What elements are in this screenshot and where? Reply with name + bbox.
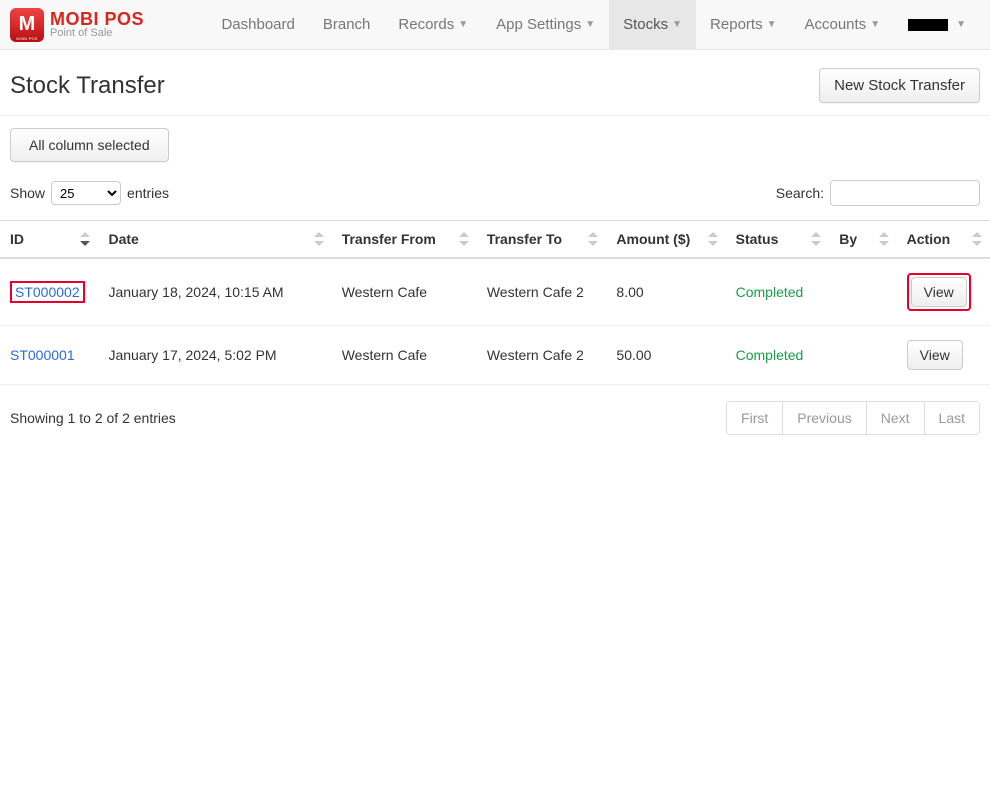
caret-down-icon: ▼ xyxy=(585,19,595,30)
col-label: Amount ($) xyxy=(616,231,690,247)
table-controls: Show 25 entries Search: xyxy=(0,170,990,216)
col-label: Transfer To xyxy=(487,231,562,247)
table-info: Showing 1 to 2 of 2 entries xyxy=(10,410,176,426)
page-header: Stock Transfer New Stock Transfer xyxy=(0,50,990,116)
col-label: ID xyxy=(10,231,24,247)
nav-label: Records xyxy=(398,16,454,33)
page-title: Stock Transfer xyxy=(10,72,165,100)
cell-amount: 50.00 xyxy=(606,326,725,385)
navbar: M MOBI POS Point of Sale Dashboard Branc… xyxy=(0,0,990,50)
col-by[interactable]: By xyxy=(829,221,896,259)
transfer-id-link[interactable]: ST000002 xyxy=(15,284,80,300)
col-label: Action xyxy=(907,231,951,247)
nav-label: Stocks xyxy=(623,16,668,33)
col-label: Transfer From xyxy=(342,231,436,247)
nav-branch[interactable]: Branch xyxy=(309,0,385,49)
cell-by xyxy=(829,326,896,385)
status-badge: Completed xyxy=(736,284,804,300)
table-row: ST000002 January 18, 2024, 10:15 AM West… xyxy=(0,258,990,326)
brand[interactable]: M MOBI POS Point of Sale xyxy=(10,8,144,42)
cell-to: Western Cafe 2 xyxy=(477,258,607,326)
nav-label: Branch xyxy=(323,16,371,33)
sort-icon xyxy=(314,232,324,246)
cell-amount: 8.00 xyxy=(606,258,725,326)
col-id[interactable]: ID xyxy=(0,221,98,259)
stock-transfer-table: ID Date Transfer From Transfer To Amount… xyxy=(0,220,990,385)
new-stock-transfer-button[interactable]: New Stock Transfer xyxy=(819,68,980,103)
caret-down-icon: ▼ xyxy=(458,19,468,30)
cell-from: Western Cafe xyxy=(332,326,477,385)
col-to[interactable]: Transfer To xyxy=(477,221,607,259)
brand-subtitle: Point of Sale xyxy=(50,28,144,39)
search-input[interactable] xyxy=(830,180,980,206)
col-date[interactable]: Date xyxy=(98,221,331,259)
nav-items: Dashboard Branch Records▼ App Settings▼ … xyxy=(207,0,980,49)
brand-logo-icon: M xyxy=(10,8,44,42)
cell-from: Western Cafe xyxy=(332,258,477,326)
table-header-row: ID Date Transfer From Transfer To Amount… xyxy=(0,221,990,259)
view-button[interactable]: View xyxy=(911,277,967,307)
sort-icon xyxy=(588,232,598,246)
col-action[interactable]: Action xyxy=(897,221,990,259)
toolbar: All column selected xyxy=(0,116,990,170)
search-wrap: Search: xyxy=(776,180,980,206)
sort-icon xyxy=(811,232,821,246)
nav-dashboard[interactable]: Dashboard xyxy=(207,0,308,49)
page-last[interactable]: Last xyxy=(924,402,979,434)
cell-by xyxy=(829,258,896,326)
col-amount[interactable]: Amount ($) xyxy=(606,221,725,259)
nav-accounts[interactable]: Accounts ▼ xyxy=(790,0,894,49)
page-next[interactable]: Next xyxy=(866,402,924,434)
nav-user-menu[interactable]: ▼ xyxy=(894,0,980,49)
nav-label: Dashboard xyxy=(221,16,294,33)
col-label: By xyxy=(839,231,857,247)
nav-reports[interactable]: Reports ▼ xyxy=(696,0,790,49)
nav-app-settings[interactable]: App Settings ▼ xyxy=(482,0,609,49)
brand-text: MOBI POS Point of Sale xyxy=(50,10,144,39)
column-select-button[interactable]: All column selected xyxy=(10,128,169,162)
col-from[interactable]: Transfer From xyxy=(332,221,477,259)
col-status[interactable]: Status xyxy=(726,221,830,259)
cell-date: January 18, 2024, 10:15 AM xyxy=(98,258,331,326)
sort-icon xyxy=(80,232,90,246)
transfer-id-link[interactable]: ST000001 xyxy=(10,347,75,363)
search-label: Search: xyxy=(776,185,824,201)
nav-stocks[interactable]: Stocks ▼ xyxy=(609,0,696,49)
nav-label: Reports xyxy=(710,16,763,33)
status-badge: Completed xyxy=(736,347,804,363)
view-highlight-box: View xyxy=(907,273,971,311)
table-row: ST000001 January 17, 2024, 5:02 PM Weste… xyxy=(0,326,990,385)
cell-date: January 17, 2024, 5:02 PM xyxy=(98,326,331,385)
caret-down-icon: ▼ xyxy=(767,19,777,30)
sort-icon xyxy=(708,232,718,246)
user-redacted-icon xyxy=(908,19,948,31)
page-previous[interactable]: Previous xyxy=(782,402,865,434)
view-button[interactable]: View xyxy=(907,340,963,370)
caret-down-icon: ▼ xyxy=(956,19,966,30)
id-highlight-box: ST000002 xyxy=(10,281,85,303)
cell-to: Western Cafe 2 xyxy=(477,326,607,385)
page-first[interactable]: First xyxy=(727,402,782,434)
pagination: First Previous Next Last xyxy=(726,401,980,435)
caret-down-icon: ▼ xyxy=(672,19,682,30)
length-select[interactable]: 25 xyxy=(51,181,121,205)
sort-icon xyxy=(879,232,889,246)
sort-icon xyxy=(459,232,469,246)
col-label: Status xyxy=(736,231,779,247)
caret-down-icon: ▼ xyxy=(870,19,880,30)
sort-icon xyxy=(972,232,982,246)
brand-name: MOBI POS xyxy=(50,10,144,28)
length-suffix: entries xyxy=(127,185,169,201)
length-prefix: Show xyxy=(10,185,45,201)
nav-records[interactable]: Records ▼ xyxy=(384,0,482,49)
col-label: Date xyxy=(108,231,138,247)
nav-label: App Settings xyxy=(496,16,581,33)
nav-label: Accounts xyxy=(804,16,866,33)
table-footer: Showing 1 to 2 of 2 entries First Previo… xyxy=(0,385,990,451)
